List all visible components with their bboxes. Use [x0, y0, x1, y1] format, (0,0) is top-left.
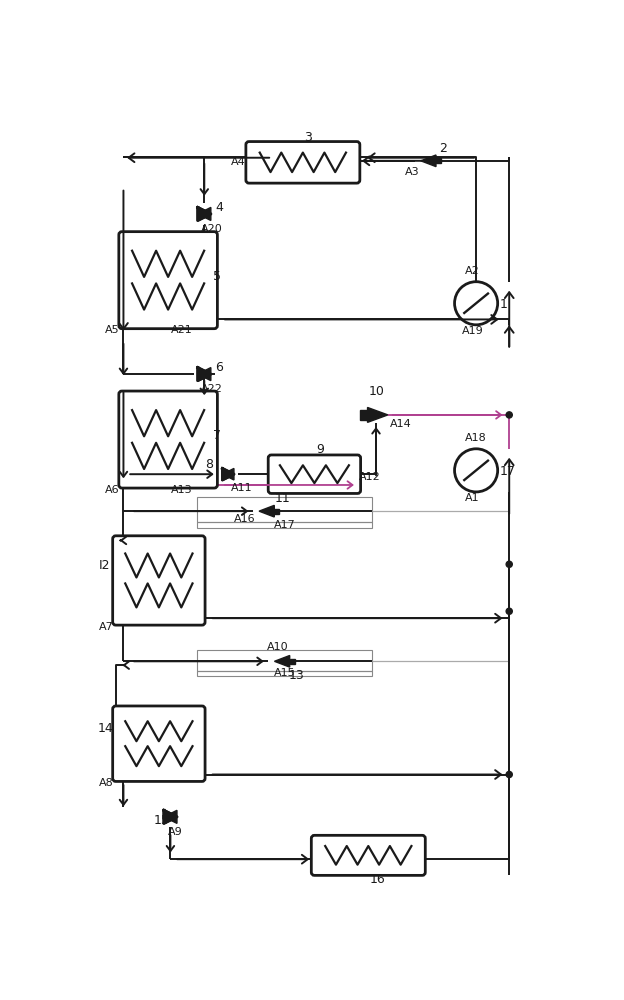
Circle shape — [506, 608, 512, 614]
Text: 9: 9 — [316, 443, 324, 456]
Polygon shape — [198, 207, 211, 220]
Polygon shape — [222, 468, 234, 480]
Text: A9: A9 — [168, 827, 183, 837]
Polygon shape — [164, 810, 177, 823]
Text: A15: A15 — [273, 668, 295, 678]
Text: A13: A13 — [171, 485, 193, 495]
Text: A8: A8 — [99, 778, 114, 788]
Polygon shape — [222, 468, 234, 480]
Text: A5: A5 — [105, 325, 120, 335]
FancyBboxPatch shape — [311, 835, 426, 875]
Text: A11: A11 — [230, 483, 252, 493]
Circle shape — [506, 771, 512, 778]
Polygon shape — [198, 207, 211, 220]
Text: A4: A4 — [230, 157, 245, 167]
Text: 16: 16 — [370, 873, 386, 886]
Text: A22: A22 — [201, 384, 223, 394]
Polygon shape — [222, 468, 234, 480]
Text: 11: 11 — [275, 492, 290, 505]
Text: A7: A7 — [99, 622, 114, 632]
Text: 17: 17 — [499, 465, 515, 478]
Text: A18: A18 — [466, 433, 487, 443]
Polygon shape — [164, 810, 177, 823]
Circle shape — [454, 449, 498, 492]
Polygon shape — [259, 505, 275, 517]
Text: I2: I2 — [99, 559, 110, 572]
Circle shape — [506, 561, 512, 567]
Polygon shape — [436, 158, 441, 163]
Text: 7: 7 — [213, 429, 221, 442]
Text: 10: 10 — [368, 385, 384, 398]
FancyBboxPatch shape — [268, 455, 361, 493]
Text: 13: 13 — [288, 669, 304, 682]
Text: 3: 3 — [305, 131, 312, 144]
FancyBboxPatch shape — [119, 232, 217, 329]
Text: A10: A10 — [266, 642, 288, 652]
Polygon shape — [290, 659, 295, 664]
FancyBboxPatch shape — [113, 536, 205, 625]
Text: A6: A6 — [105, 485, 120, 495]
Text: 14: 14 — [97, 722, 113, 735]
Polygon shape — [368, 407, 388, 422]
Circle shape — [454, 282, 498, 325]
Polygon shape — [198, 207, 211, 220]
Text: A12: A12 — [359, 472, 381, 482]
Text: 2: 2 — [439, 142, 447, 155]
Text: 5: 5 — [213, 270, 221, 283]
Text: A3: A3 — [405, 167, 420, 177]
Circle shape — [506, 412, 512, 418]
FancyBboxPatch shape — [113, 706, 205, 781]
Polygon shape — [198, 368, 211, 381]
Text: A1: A1 — [466, 493, 480, 503]
Text: A14: A14 — [390, 419, 412, 429]
Text: A21: A21 — [171, 325, 193, 335]
Text: A20: A20 — [201, 224, 223, 234]
Text: 1: 1 — [499, 298, 507, 311]
FancyBboxPatch shape — [246, 142, 360, 183]
FancyBboxPatch shape — [197, 650, 372, 676]
Text: 6: 6 — [215, 361, 223, 374]
Text: 15: 15 — [154, 814, 169, 827]
Text: A19: A19 — [462, 326, 484, 336]
FancyBboxPatch shape — [197, 497, 372, 528]
Polygon shape — [164, 810, 177, 823]
Polygon shape — [198, 207, 211, 220]
Polygon shape — [222, 468, 234, 480]
Text: A2: A2 — [466, 266, 480, 276]
Polygon shape — [198, 368, 211, 381]
Text: A16: A16 — [235, 514, 256, 524]
Polygon shape — [198, 368, 211, 381]
Polygon shape — [275, 509, 279, 514]
Text: A17: A17 — [273, 520, 295, 530]
Polygon shape — [164, 810, 177, 823]
Polygon shape — [275, 655, 290, 667]
Text: 8: 8 — [205, 458, 213, 471]
FancyBboxPatch shape — [119, 391, 217, 488]
Polygon shape — [198, 368, 211, 381]
Polygon shape — [421, 155, 436, 167]
Text: 4: 4 — [215, 201, 223, 214]
Polygon shape — [360, 410, 368, 420]
